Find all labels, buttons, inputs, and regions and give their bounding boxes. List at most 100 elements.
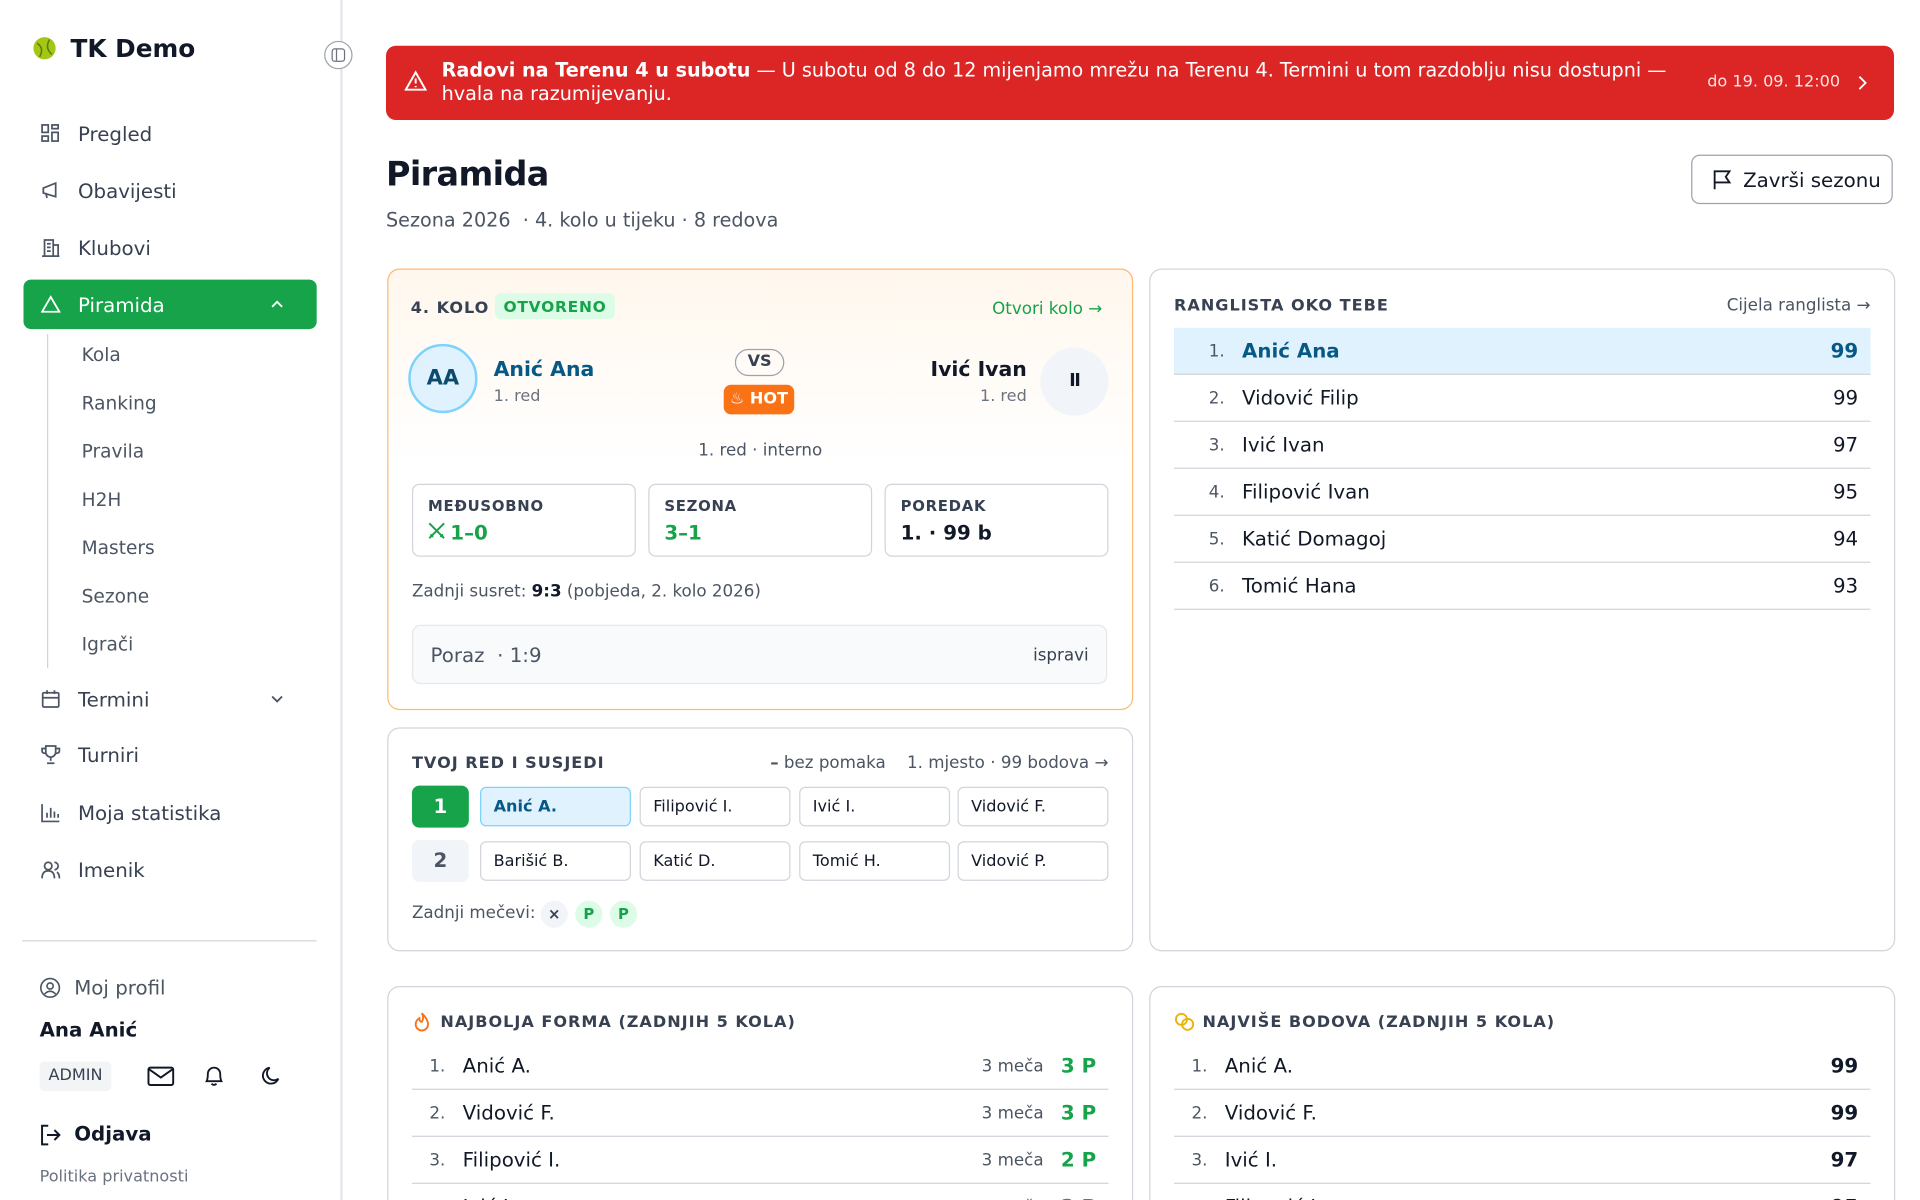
player-chip[interactable]: Barišić B. [479,841,631,881]
ranking-row[interactable]: 6. Tomić Hana 93 [1174,563,1871,610]
collapse-button[interactable] [324,40,353,70]
player-name[interactable]: Anić Ana [493,357,595,382]
ranking-row[interactable]: 5. Katić Domagoj 94 [1174,516,1871,563]
subnav-item[interactable]: H2H [81,488,122,511]
alert-banner[interactable]: Radovi na Terenu 4 u subotu — U subotu o… [385,45,1895,120]
result-row: Poraz · 1:9 ispravi [411,624,1108,685]
points-row[interactable]: 1. Anić A. 99 [1174,1043,1871,1090]
nav-item[interactable]: Termini [24,674,317,723]
player-name: Filipović I. [1225,1195,1831,1200]
full-ranking-link[interactable]: Cijela ranglista → [1726,295,1871,316]
subnav-item[interactable]: Sezone [81,585,150,608]
link-label: Otvori kolo [992,299,1083,320]
neighbors-card: TVOJ RED I SUSJEDI – bez pomaka 1. mjest… [387,727,1134,952]
nav-item[interactable]: Turniri [24,730,317,779]
ranking-row[interactable]: 2. Vidović Filip 99 [1174,375,1871,422]
points-row[interactable]: 2. Vidović F. 99 [1174,1090,1871,1137]
icon [40,295,61,313]
nav-label: Moja statistika [77,801,222,825]
points: 94 [1832,527,1859,551]
fix-button[interactable]: ispravi [1033,645,1089,666]
subnav-item[interactable]: Masters [81,536,155,560]
icon [41,745,61,765]
player-chip[interactable]: Vidović P. [957,841,1109,881]
rank: 4. [1174,1197,1225,1200]
form-row[interactable]: 2. Vidović F. 3 meča 3 P [411,1090,1109,1137]
nav-item[interactable]: Obavijesti [24,166,317,215]
player-chip[interactable]: Ivić I. [799,786,951,827]
rank: 4. [1208,481,1225,502]
ranking-row[interactable]: 4. Filipović Ivan 95 [1174,469,1871,516]
vs-badge: VS [734,348,785,377]
player-chip[interactable]: Tomić H. [799,841,951,881]
chevron [1858,76,1867,90]
dash: – [770,753,779,774]
player-name: Ivić I. [1224,1148,1278,1172]
nav-item[interactable]: Pregled [24,109,317,158]
subnav-item[interactable]: Ranking [81,392,157,415]
player-name[interactable]: Ivić Ivan [930,357,1027,382]
match-meta: 1. red · interno [698,440,823,461]
player-name: Vidović F. [462,1101,555,1125]
player-chip[interactable]: Katić D. [639,841,791,881]
theme-icon[interactable] [261,1065,283,1087]
nav-label: Piramida [77,292,165,317]
subnav-item[interactable]: Pravila [81,440,145,463]
privacy-link[interactable]: Politika privatnosti [39,1167,189,1187]
player-chip[interactable]: Vidović F. [957,786,1109,827]
points-card: NAJVIŠE BODOVA (ZADNJIH 5 KOLA) 1. Anić A… [1149,985,1896,1200]
nav-label: Pregled [77,121,153,146]
stat-label: MEĐUSOBNO [428,497,544,515]
form-points: 2 P [1061,1195,1109,1200]
nav-item[interactable]: Klubovi [24,223,317,272]
card-title: RANGLISTA OKO TEBE [1174,296,1389,316]
nav-label: Obavijesti [77,178,177,203]
note: (pobjeda, 2. kolo 2026) [566,581,761,602]
result: Poraz · 1:9 [431,643,542,667]
open-round-link[interactable]: Otvori kolo → [992,299,1103,320]
end-season-button[interactable]: Završi sezonu [1691,154,1893,205]
points-row[interactable]: 3. Ivić I. 97 [1174,1137,1871,1184]
page-title: Piramida [385,155,549,195]
ranking-row[interactable]: 1. Anić Ana 99 [1174,327,1871,375]
warning-icon [404,70,427,91]
result-label: Poraz [430,643,485,667]
nav-item[interactable]: Imenik [24,845,317,894]
mail-icon[interactable] [147,1065,175,1087]
form-row[interactable]: 4.Ivić I.3 meča 2 P [412,1184,1108,1200]
nav-item[interactable]: Moja statistika [24,788,317,837]
icon [40,977,61,998]
subnav-item[interactable]: Kola [81,343,121,367]
points-row[interactable]: 4.Filipović I.95 [1174,1184,1870,1200]
score: 9:3 [531,581,562,602]
ranking-row[interactable]: 3. Ivić Ivan 97 [1174,422,1871,469]
card-title: NAJBOLJA FORMA (ZADNJIH 5 KOLA) [440,1013,796,1032]
player-chip[interactable]: Filipović I. [639,786,791,827]
logout-link[interactable]: Odjava [74,1122,152,1146]
player-name: Filipović I. [462,1148,561,1172]
rank: 6. [1208,575,1225,596]
player-chip[interactable]: Anić A. [479,786,631,827]
matches: 3 meča [982,1197,1044,1200]
subnav-line [47,334,49,669]
logo [33,37,56,60]
form-row[interactable]: 1. Anić A. 3 meča 3 P [411,1043,1109,1090]
player-name: Vidović Filip [1242,385,1359,410]
user-name: Ana Anić [39,1018,138,1042]
rank: 1. [1208,340,1225,361]
points: 97 [1830,1148,1859,1172]
nav-item-active[interactable]: Piramida [23,279,317,330]
subnav-item[interactable]: Igrači [81,633,134,656]
form-row[interactable]: 3. Filipović I. 3 meča 2 P [411,1137,1109,1184]
bell-icon[interactable] [203,1064,225,1088]
profile-link[interactable]: Moj profil [74,976,166,1000]
rank: 5. [1208,528,1225,549]
icon [41,690,60,708]
ranking-card: RANGLISTA OKO TEBE Cijela ranglista → 1.… [1149,268,1896,952]
rank: 2. [1208,387,1225,408]
player-name: Ivić Ivan [1242,432,1325,457]
player-name: Filipović Ivan [1242,479,1370,504]
points: 95 [1831,1195,1871,1200]
avatar: AA [408,343,478,414]
